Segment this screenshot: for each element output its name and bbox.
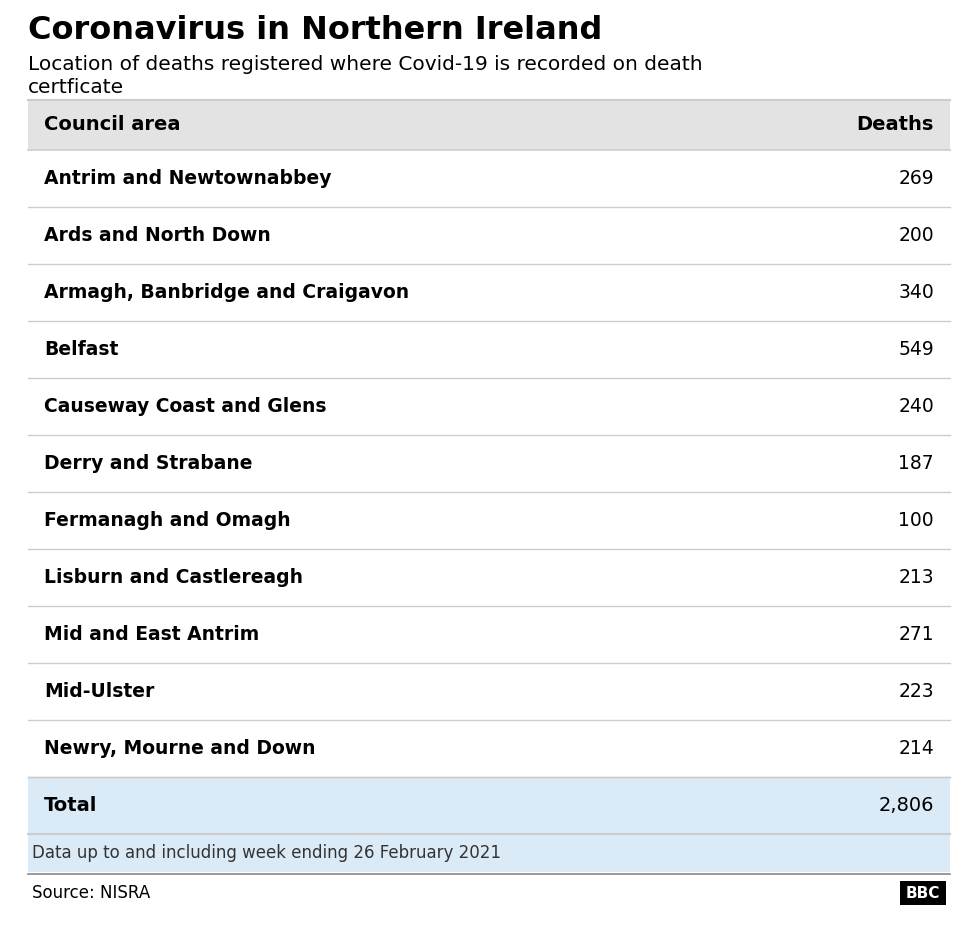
Text: Data up to and including week ending 26 February 2021: Data up to and including week ending 26 … — [32, 844, 501, 862]
Text: Armagh, Banbridge and Craigavon: Armagh, Banbridge and Craigavon — [44, 283, 409, 302]
Bar — [28, 264, 950, 321]
Text: Coronavirus in Northern Ireland: Coronavirus in Northern Ireland — [28, 15, 602, 46]
Text: 340: 340 — [898, 283, 934, 302]
Bar — [28, 663, 950, 720]
Bar — [28, 834, 950, 872]
Text: 200: 200 — [898, 226, 934, 245]
Bar — [28, 207, 950, 264]
Text: 214: 214 — [898, 739, 934, 758]
Bar — [28, 100, 950, 150]
Text: Mid and East Antrim: Mid and East Antrim — [44, 625, 260, 644]
Text: Source: NISRA: Source: NISRA — [32, 884, 150, 902]
Text: 100: 100 — [898, 511, 934, 530]
Text: Antrim and Newtownabbey: Antrim and Newtownabbey — [44, 169, 332, 188]
Text: certficate: certficate — [28, 78, 124, 97]
Text: 240: 240 — [898, 397, 934, 416]
Text: 187: 187 — [898, 454, 934, 473]
Text: Mid-Ulster: Mid-Ulster — [44, 682, 154, 701]
Text: Location of deaths registered where Covid-19 is recorded on death: Location of deaths registered where Covi… — [28, 55, 703, 74]
Text: BBC: BBC — [906, 885, 940, 901]
Text: Council area: Council area — [44, 116, 181, 135]
Bar — [28, 720, 950, 777]
Text: 271: 271 — [898, 625, 934, 644]
Text: Ards and North Down: Ards and North Down — [44, 226, 270, 245]
Bar — [28, 321, 950, 378]
Text: 269: 269 — [898, 169, 934, 188]
Text: 213: 213 — [898, 568, 934, 587]
Bar — [28, 378, 950, 435]
Bar — [28, 549, 950, 606]
Text: 223: 223 — [898, 682, 934, 701]
Bar — [28, 435, 950, 492]
Bar — [28, 150, 950, 207]
Text: Deaths: Deaths — [857, 116, 934, 135]
Bar — [28, 492, 950, 549]
Text: 549: 549 — [898, 340, 934, 359]
Text: Belfast: Belfast — [44, 340, 118, 359]
Text: Total: Total — [44, 796, 98, 815]
Bar — [900, 881, 946, 905]
Text: Causeway Coast and Glens: Causeway Coast and Glens — [44, 397, 327, 416]
Bar — [28, 777, 950, 834]
Text: Lisburn and Castlereagh: Lisburn and Castlereagh — [44, 568, 303, 587]
Text: Fermanagh and Omagh: Fermanagh and Omagh — [44, 511, 291, 530]
Text: 2,806: 2,806 — [878, 796, 934, 815]
Text: Derry and Strabane: Derry and Strabane — [44, 454, 253, 473]
Bar — [28, 606, 950, 663]
Text: Newry, Mourne and Down: Newry, Mourne and Down — [44, 739, 315, 758]
